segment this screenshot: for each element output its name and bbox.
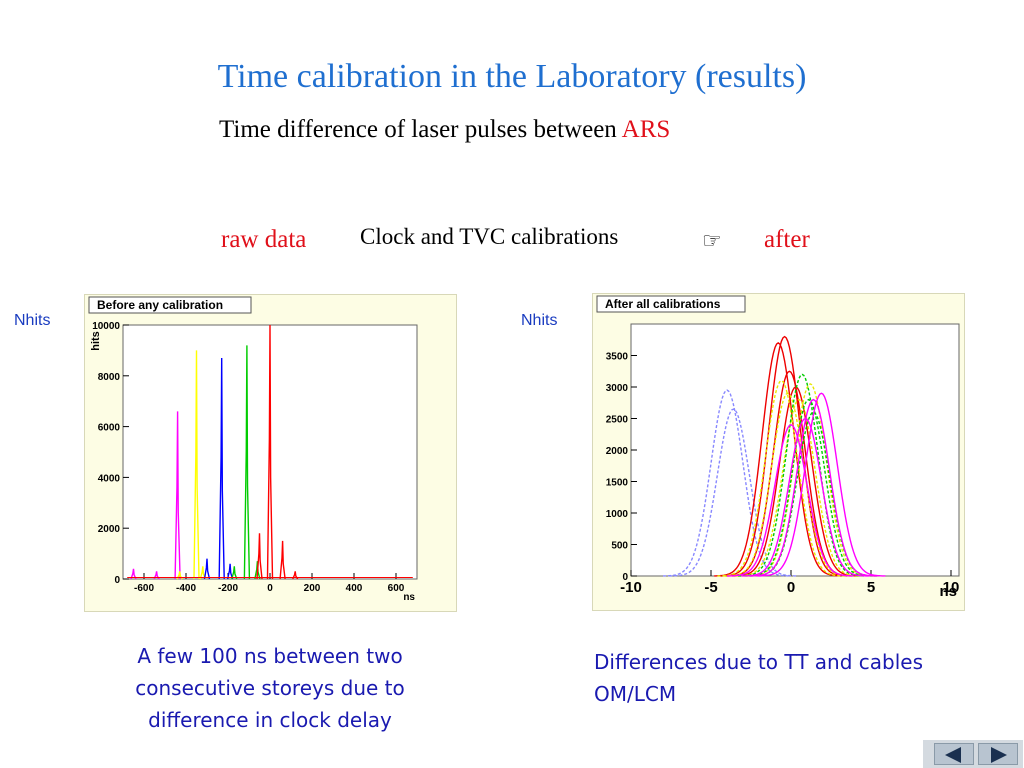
slide-nav-bar xyxy=(923,740,1023,768)
y-tick-label: 0 xyxy=(114,575,120,586)
series-1-curve-1 xyxy=(663,389,791,577)
x-tick-label: -400 xyxy=(176,583,196,594)
y-tick-label: 8000 xyxy=(98,372,121,383)
next-slide-button[interactable] xyxy=(978,743,1018,765)
y-tick-label: 0 xyxy=(622,572,628,583)
series-line-1 xyxy=(130,411,181,580)
y-tick-label: 10000 xyxy=(92,321,120,332)
y-tick-label: 2000 xyxy=(606,446,629,457)
y-tick-label: 1500 xyxy=(606,478,629,489)
after-calibration-chart: After all calibrations 0 500 1000 1500 2000 25… xyxy=(592,293,965,611)
series-5-curve-2 xyxy=(757,392,886,577)
chart-title-box xyxy=(596,295,746,313)
x-tick-label: 0 xyxy=(267,583,273,594)
before-calibration-chart: Before any calibration 0 2000 4000 6000 8000 1… xyxy=(84,294,457,612)
x-tick-label: -5 xyxy=(704,579,717,596)
pointing-hand-icon: ☞ xyxy=(702,228,722,253)
x-axis-label: ns xyxy=(939,583,957,600)
series-3-curve-1 xyxy=(717,379,844,577)
x-axis-label: ns xyxy=(403,592,415,603)
x-tick-label: 200 xyxy=(304,583,321,594)
series-4-curve-2 xyxy=(744,398,873,577)
series-line-4 xyxy=(231,345,261,580)
series-line-2 xyxy=(176,350,206,580)
series-5-curve-3 xyxy=(741,417,870,577)
y-tick-label: 1000 xyxy=(606,509,629,520)
y-axis-label: hits xyxy=(90,331,102,351)
raw-data-label: raw data xyxy=(221,226,307,253)
right-caption: Differences due to TT and cables OM/LCM xyxy=(594,650,924,706)
series-line-3 xyxy=(203,358,234,580)
after-calibration-plot: After all calibrations 0 500 1000 1500 2000 25… xyxy=(596,295,960,600)
x-tick-label: -10 xyxy=(620,579,642,596)
series-5-curve-4 xyxy=(727,424,854,577)
series-3-curve-4 xyxy=(746,383,875,577)
series-line-5 xyxy=(256,324,299,580)
y-tick-label: 4000 xyxy=(98,473,121,484)
left-nhits-label: Nhits xyxy=(14,312,51,329)
x-tick-label: -600 xyxy=(134,583,154,594)
series-2-curve-2 xyxy=(720,335,848,577)
y-tick-label: 2500 xyxy=(606,415,629,426)
clock-calibration-label: Clock and TVC calibrations xyxy=(360,224,619,249)
y-tick-label: 500 xyxy=(611,541,628,552)
triangle-left-icon xyxy=(945,747,961,763)
x-tick-label: 10 xyxy=(943,579,960,596)
x-tick-label: 400 xyxy=(346,583,363,594)
x-tick-label: 0 xyxy=(787,579,795,596)
series-2-curve-1 xyxy=(714,342,841,577)
left-caption: A few 100 ns between two consecutive sto… xyxy=(135,644,405,732)
previous-slide-button[interactable] xyxy=(934,743,974,765)
slide-title: Time calibration in the Laboratory (resu… xyxy=(217,58,807,95)
chart-title: After all calibrations xyxy=(605,297,721,311)
x-tick-label: -200 xyxy=(218,583,238,594)
chart-title: Before any calibration xyxy=(97,298,223,312)
x-tick-label: 5 xyxy=(867,579,875,596)
after-label: after xyxy=(764,226,810,253)
series-4-curve-1 xyxy=(738,373,865,577)
y-tick-label: 6000 xyxy=(98,423,121,434)
chart-title-box xyxy=(88,296,252,314)
x-tick-label: 600 xyxy=(388,583,405,594)
subtitle-text: Time difference of laser pulses between xyxy=(219,116,622,143)
before-calibration-plot: Before any calibration020004000600080001… xyxy=(88,296,418,603)
y-tick-label: 3500 xyxy=(606,352,629,363)
series-5-curve-1 xyxy=(749,398,878,577)
series-3-curve-3 xyxy=(735,398,862,577)
right-nhits-label: Nhits xyxy=(521,312,558,329)
y-tick-label: 2000 xyxy=(98,524,121,535)
series-1-curve-2 xyxy=(669,408,798,577)
y-tick-label: 3000 xyxy=(606,383,629,394)
subtitle-highlight: ARS xyxy=(621,116,671,143)
triangle-right-icon xyxy=(991,747,1007,763)
series-3-curve-2 xyxy=(723,392,851,577)
series-2-curve-4 xyxy=(731,386,859,577)
slide-subtitle: Time difference of laser pulses between … xyxy=(219,116,670,144)
